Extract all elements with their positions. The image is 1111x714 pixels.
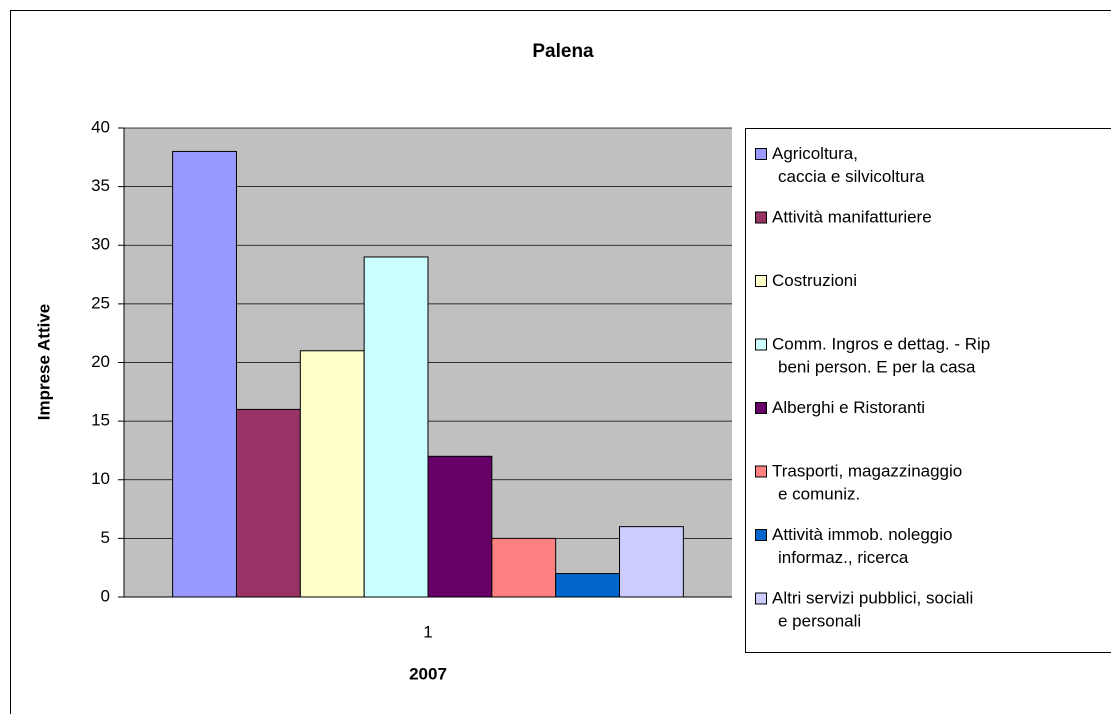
x-axis-label: 2007 [409, 664, 447, 683]
legend-marker [755, 465, 767, 478]
y-tick-label: 15 [91, 411, 110, 430]
y-tick-label: 40 [91, 117, 110, 136]
legend-label: Attività immob. noleggio informaz., ricer… [772, 525, 952, 567]
bar [235, 408, 301, 598]
legend-label: Trasporti, magazzinaggio e comuniz. [772, 462, 962, 504]
bar [619, 526, 684, 598]
bar [427, 455, 493, 598]
y-tick-label: 25 [91, 293, 110, 312]
y-tick-label: 10 [91, 469, 110, 488]
legend-marker [755, 529, 767, 541]
bar [299, 350, 365, 598]
bar [555, 573, 621, 598]
legend-label: Alberghi e Ristoranti [772, 398, 925, 417]
y-tick-label: 0 [101, 586, 110, 605]
legend-label: Attività manifatturiere [772, 208, 932, 227]
legend-marker [755, 148, 767, 160]
legend-marker [755, 592, 767, 605]
legend-marker [755, 402, 767, 414]
bar [172, 150, 237, 598]
y-tick-label: 30 [91, 235, 110, 254]
legend-label: Costruzioni [772, 271, 857, 290]
legend-label: Altri servizi pubblici, sociali e persona… [772, 589, 973, 631]
y-tick-label: 20 [91, 352, 110, 371]
legend [745, 128, 1111, 653]
legend-marker [755, 211, 767, 224]
y-tick-label: 5 [101, 528, 110, 547]
chart-title: Palena [532, 41, 594, 62]
legend-marker [755, 275, 767, 287]
legend-label: Agricoltura, caccia e silvicoltura [772, 144, 925, 186]
legend-marker [755, 338, 767, 351]
x-tick-label: 1 [423, 622, 432, 641]
bar [491, 537, 557, 598]
bar [363, 256, 429, 598]
y-tick-label: 35 [91, 176, 110, 195]
y-axis-label: Imprese Attive [34, 304, 53, 421]
legend-label: Comm. Ingros e dettag. - Rip beni person.… [772, 335, 990, 377]
